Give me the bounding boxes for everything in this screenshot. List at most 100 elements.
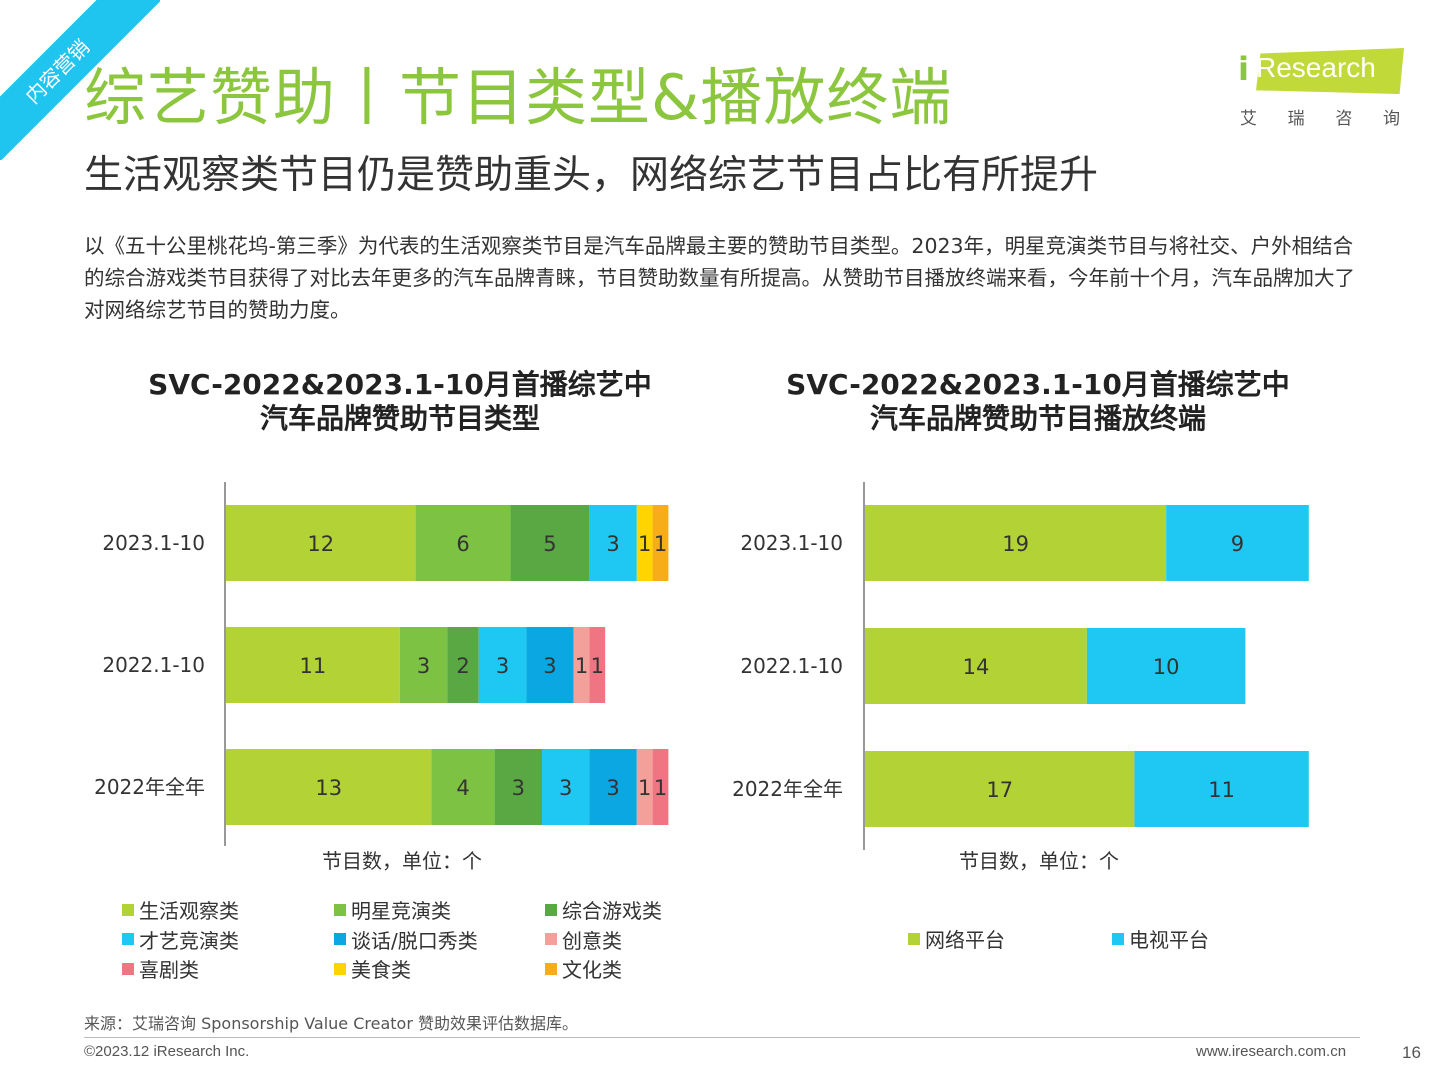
logo-chinese-name: 艾 瑞 咨 询 — [1240, 104, 1400, 129]
platform-bar-segment — [1166, 505, 1309, 581]
type-data-label: 3 — [417, 654, 430, 678]
type-data-label: 3 — [512, 776, 525, 800]
legend-item: 喜剧类 — [122, 954, 199, 983]
legend-label: 美食类 — [351, 958, 411, 982]
type-bar-segment — [494, 749, 542, 825]
type-bar-segment — [573, 627, 590, 703]
legend-label: 生活观察类 — [139, 899, 239, 923]
chart-platform-title-line1: SVC-2022&2023.1-10月首播综艺中 — [786, 368, 1290, 401]
type-axis-title: 节目数，单位：个 — [322, 849, 482, 873]
legend-label: 网络平台 — [925, 928, 1005, 952]
chart-type-title: SVC-2022&2023.1-10月首播综艺中 汽车品牌赞助节目类型 — [130, 368, 670, 436]
legend-label: 文化类 — [562, 958, 622, 982]
platform-data-label: 14 — [963, 655, 990, 679]
type-bar-segment — [510, 505, 590, 581]
type-data-label: 1 — [654, 532, 667, 556]
platform-bar-segment — [865, 505, 1167, 581]
type-bar-segment — [226, 627, 400, 703]
type-data-label: 13 — [315, 776, 342, 800]
type-bar-segment — [226, 749, 432, 825]
type-data-label: 3 — [606, 532, 619, 556]
chart-platform-title: SVC-2022&2023.1-10月首播综艺中 汽车品牌赞助节目播放终端 — [768, 368, 1308, 436]
logo-badge — [1256, 48, 1404, 94]
type-bar-segment — [652, 505, 669, 581]
type-bar-segment — [399, 627, 448, 703]
chart-type-title-line1: SVC-2022&2023.1-10月首播综艺中 — [148, 368, 652, 401]
legend-label: 才艺竞演类 — [139, 928, 239, 953]
type-data-label: 11 — [300, 654, 327, 678]
platform-bar-segment — [1086, 628, 1246, 704]
type-bar-segment — [526, 627, 574, 703]
platform-axis-title: 节目数，单位：个 — [959, 849, 1119, 873]
legend-item: 文化类 — [545, 954, 622, 983]
type-bar-segment — [589, 749, 637, 825]
type-bar-segment — [447, 627, 479, 703]
type-data-label: 1 — [575, 654, 588, 678]
type-bar-segment — [226, 505, 416, 581]
type-bar-segment — [652, 749, 669, 825]
legend-item: 才艺竞演类 — [122, 925, 239, 954]
type-bar-segment — [636, 505, 653, 581]
platform-data-label: 17 — [986, 778, 1013, 802]
legend-label: 谈话/脱口秀类 — [351, 928, 478, 953]
page-subtitle: 生活观察类节目仍是赞助重头，网络综艺节目占比有所提升 — [84, 153, 1099, 198]
legend-swatch — [545, 903, 557, 916]
copyright: ©2023.12 iResearch Inc. — [84, 1043, 250, 1060]
legend-swatch — [1112, 932, 1124, 945]
legend-swatch — [334, 962, 346, 975]
summary-paragraph: 以《五十公里桃花坞-第三季》为代表的生活观察类节目是汽车品牌最主要的赞助节目类型… — [84, 234, 1355, 322]
legend-swatch — [334, 903, 346, 916]
type-data-label: 12 — [307, 532, 334, 556]
type-category-label: 2022.1-10 — [102, 653, 205, 677]
iresearch-logo: i Research 艾 瑞 咨 询 — [1236, 44, 1406, 130]
type-bar-segment — [542, 749, 590, 825]
logo-cn-char: 瑞 — [1287, 109, 1305, 129]
type-data-label: 6 — [456, 532, 469, 556]
type-data-label: 1 — [654, 776, 667, 800]
logo-i-mark: i — [1238, 50, 1249, 88]
page-number: 16 — [1402, 1043, 1421, 1062]
chart-platform-title-line2: 汽车品牌赞助节目播放终端 — [869, 402, 1206, 435]
legend-label: 综合游戏类 — [562, 899, 662, 923]
type-data-label: 3 — [606, 776, 619, 800]
type-data-label: 3 — [496, 654, 509, 678]
logo-cn-char: 艾 — [1240, 109, 1257, 129]
platform-data-label: 19 — [1002, 532, 1029, 556]
platform-category-label: 2023.1-10 — [740, 531, 843, 555]
type-bar-segment — [589, 627, 606, 703]
legend-swatch — [908, 932, 920, 945]
legend-item: 电视平台 — [1112, 924, 1209, 953]
type-data-label: 2 — [456, 654, 469, 678]
type-bar-segment — [415, 505, 511, 581]
logo-cn-char: 咨 — [1335, 109, 1353, 129]
platform-bar-segment — [865, 628, 1087, 704]
type-bar-segment — [589, 505, 637, 581]
legend-swatch — [122, 962, 134, 975]
platform-category-label: 2022年全年 — [732, 777, 843, 801]
source-note: 来源：艾瑞咨询 Sponsorship Value Creator 赞助效果评估… — [84, 1014, 578, 1033]
legend-item: 综合游戏类 — [545, 895, 662, 924]
type-data-label: 1 — [638, 532, 651, 556]
chart-type-title-line2: 汽车品牌赞助节目类型 — [259, 402, 540, 435]
legend-item: 美食类 — [334, 954, 411, 983]
type-data-label: 1 — [638, 776, 651, 800]
platform-bar-segment — [865, 751, 1135, 827]
platform-bar-segment — [1134, 751, 1309, 827]
page-title: 综艺赞助丨节目类型&播放终端 — [84, 61, 953, 134]
type-bar-segment — [431, 749, 495, 825]
legend-label: 电视平台 — [1129, 928, 1209, 952]
type-category-label: 2022年全年 — [94, 775, 205, 799]
legend-item: 创意类 — [545, 925, 622, 954]
type-data-label: 1 — [591, 654, 604, 678]
legend-item: 网络平台 — [908, 924, 1005, 953]
platform-data-label: 10 — [1153, 655, 1180, 679]
type-bar-segment — [478, 627, 527, 703]
website-link[interactable]: www.iresearch.com.cn — [1196, 1043, 1347, 1060]
legend-label: 明星竞演类 — [351, 899, 451, 923]
legend-item: 谈话/脱口秀类 — [334, 925, 478, 954]
legend-swatch — [545, 962, 557, 975]
type-data-label: 4 — [456, 776, 469, 800]
type-category-label: 2023.1-10 — [102, 531, 205, 555]
logo-brand-text: Research — [1256, 52, 1376, 83]
